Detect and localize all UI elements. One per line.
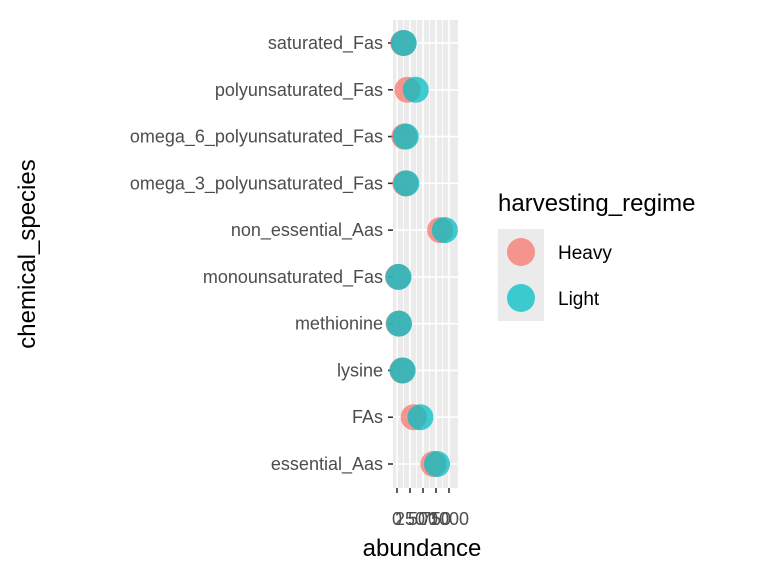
data-point-light <box>390 30 417 56</box>
y-tick-label: methionine <box>295 314 383 334</box>
y-tick-label: lysine <box>337 360 383 380</box>
x-tick-label: 500 <box>408 509 438 529</box>
legend-symbol-light <box>507 284 535 312</box>
y-tick-label: monounsaturated_Fas <box>203 267 383 288</box>
data-point-light <box>393 170 420 197</box>
data-point-light <box>402 76 429 103</box>
y-axis: essential_Aas FAs lysine methionine monounsa… <box>130 33 393 475</box>
y-tick-label: polyunsaturated_Fas <box>215 80 383 101</box>
legend-label-light: Light <box>558 289 600 310</box>
y-tick-label: essential_Aas <box>271 454 383 475</box>
y-axis-title: chemical_species <box>14 159 41 348</box>
data-point-light <box>386 310 413 337</box>
data-point-light <box>392 123 419 150</box>
y-tick-label: FAs <box>352 407 383 427</box>
x-axis-title: abundance <box>363 535 482 562</box>
x-tick-label: 0 <box>392 509 402 529</box>
data-point-light <box>424 451 451 477</box>
legend: harvesting_regime Heavy Light <box>498 190 695 321</box>
y-tick-label: non_essential_Aas <box>231 220 383 241</box>
data-point-light <box>407 404 434 431</box>
y-tick-label: omega_6_polyunsaturated_Fas <box>130 127 383 148</box>
legend-title: harvesting_regime <box>498 190 695 217</box>
x-tick-label: 250 <box>395 509 425 529</box>
x-tick-label: 750 <box>421 509 451 529</box>
data-point-light <box>431 217 458 244</box>
legend-symbol-heavy <box>507 238 535 266</box>
x-tick-label: 1000 <box>429 509 469 529</box>
data-point-light <box>389 357 416 384</box>
data-point-light <box>385 263 412 290</box>
y-tick-label: omega_3_polyunsaturated_Fas <box>130 173 383 194</box>
data-points <box>385 30 458 477</box>
y-tick-label: saturated_Fas <box>268 33 383 54</box>
legend-label-heavy: Heavy <box>558 243 612 264</box>
